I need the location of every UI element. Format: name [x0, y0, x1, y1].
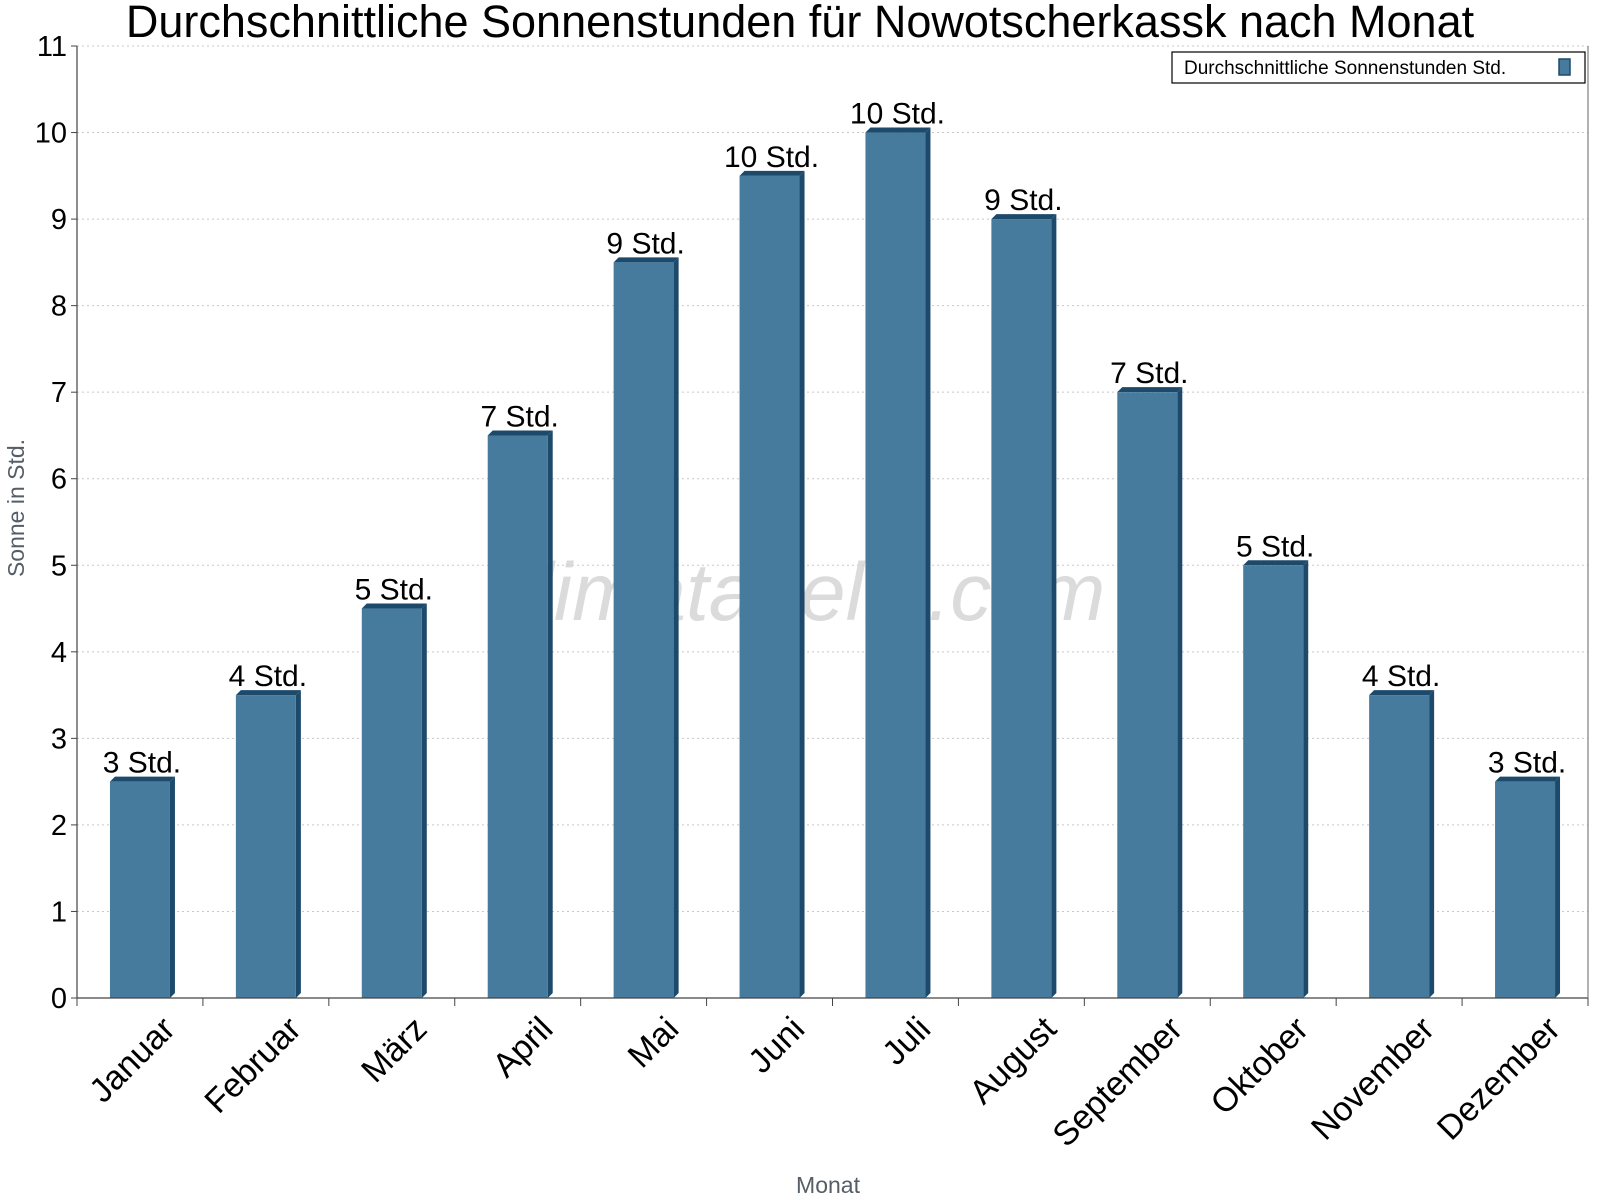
x-tick-label: Juli: [875, 1010, 938, 1073]
bar-top: [487, 430, 553, 436]
x-axis-title: Monat: [796, 1172, 861, 1198]
axes: [71, 45, 1589, 1006]
data-label: 3 Std.: [103, 747, 181, 780]
y-tick-label: 6: [51, 464, 67, 496]
bar-side: [925, 127, 931, 998]
bar: [1117, 387, 1183, 998]
data-label: 5 Std.: [1236, 530, 1314, 563]
bar-side: [1051, 214, 1057, 998]
x-tick-label: Juni: [741, 1010, 812, 1081]
bar-front: [865, 132, 926, 998]
bar: [235, 690, 301, 998]
bar-front: [1243, 565, 1304, 998]
x-tick-label: Februar: [197, 1010, 308, 1121]
data-label: 9 Std.: [606, 227, 684, 260]
y-tick-label: 7: [51, 377, 67, 409]
x-tick-label: Dezember: [1430, 1010, 1568, 1148]
legend-label: Durchschnittliche Sonnenstunden Std.: [1184, 58, 1506, 79]
bar-front: [739, 175, 800, 998]
bar-side: [547, 430, 553, 998]
x-tick-labels: Januar Februar März April Mai Juni Juli AugustS…: [82, 1009, 1567, 1154]
data-labels: 3 Std. 4 Std. 5 Std. 7 Std. 9 Std. 10 Std. 10 …: [103, 98, 1566, 780]
y-tick-label: 9: [51, 204, 67, 236]
data-label: 9 Std.: [984, 184, 1062, 217]
bar-top: [361, 603, 427, 609]
y-tick-label: 0: [51, 983, 67, 1015]
y-tick-labels: 0 1 2 3 4 5 6 7 8 9 10 11: [35, 31, 67, 1015]
y-tick-label: 1: [51, 896, 67, 928]
bar-front: [109, 781, 170, 998]
y-tick-label: 8: [51, 291, 67, 323]
x-tick-label: August: [962, 1009, 1064, 1111]
y-tick-label: 11: [37, 31, 67, 63]
x-tick-label: Mai: [621, 1010, 687, 1076]
legend-box: [1171, 51, 1586, 84]
bar-top: [1495, 776, 1561, 782]
x-tick-label: November: [1304, 1010, 1442, 1148]
x-tick-label: September: [1045, 1010, 1189, 1154]
bar-front: [1117, 392, 1178, 998]
bar: [865, 127, 931, 998]
legend: Durchschnittliche Sonnenstunden Std.: [1171, 51, 1586, 84]
y-axis-title: Sonne in Std.: [3, 439, 29, 577]
bar-top: [991, 214, 1057, 220]
data-label: 10 Std.: [850, 98, 945, 131]
data-label: 5 Std.: [355, 574, 433, 607]
bar-top: [613, 257, 679, 263]
data-label: 7 Std.: [481, 400, 559, 433]
gridlines: [77, 45, 1588, 912]
bar-top: [1243, 560, 1309, 566]
bar: [487, 430, 553, 998]
bar-top: [1369, 690, 1435, 696]
bar: [1369, 690, 1435, 998]
bar-side: [421, 603, 427, 998]
bar-top: [739, 170, 805, 176]
bar: [1495, 776, 1561, 998]
bar-front: [1495, 781, 1556, 998]
y-tick-label: 10: [35, 118, 67, 150]
data-label: 7 Std.: [1110, 357, 1188, 390]
bar: [739, 170, 805, 998]
bar-front: [1369, 695, 1430, 998]
bar-front: [613, 262, 674, 998]
x-tick-label: Oktober: [1203, 1010, 1315, 1122]
bar: [613, 257, 679, 998]
bar-front: [361, 608, 422, 998]
bar: [1243, 560, 1309, 998]
bars: [109, 127, 1561, 998]
bar-top: [865, 127, 931, 133]
bar-side: [1303, 560, 1309, 998]
bar-front: [487, 435, 548, 998]
x-tick-label: April: [485, 1010, 560, 1085]
legend-swatch: [1558, 58, 1571, 76]
bar-top: [109, 776, 175, 782]
y-tick-label: 2: [51, 810, 67, 842]
bar-side: [673, 257, 679, 998]
bar-front: [235, 695, 296, 998]
bar-top: [235, 690, 301, 696]
data-label: 4 Std.: [1362, 660, 1440, 693]
y-tick-label: 4: [51, 637, 67, 669]
x-tick-label: Januar: [82, 1010, 182, 1110]
x-tick-label: März: [354, 1010, 434, 1090]
y-tick-label: 3: [51, 723, 67, 755]
bar-side: [295, 690, 301, 998]
bar-side: [169, 776, 175, 998]
bar-top: [1117, 387, 1183, 393]
y-tick-label: 5: [51, 550, 67, 582]
data-label: 10 Std.: [724, 141, 819, 174]
bar-side: [1555, 776, 1561, 998]
bar: [991, 214, 1057, 998]
bar-front: [991, 219, 1052, 998]
bar: [361, 603, 427, 998]
data-label: 4 Std.: [229, 660, 307, 693]
bar-side: [1177, 387, 1183, 998]
bar-side: [1429, 690, 1435, 998]
bar: [109, 776, 175, 998]
bar-side: [799, 170, 805, 998]
chart-title: Durchschnittliche Sonnenstunden für Nowo…: [126, 0, 1475, 47]
data-label: 3 Std.: [1488, 747, 1566, 780]
